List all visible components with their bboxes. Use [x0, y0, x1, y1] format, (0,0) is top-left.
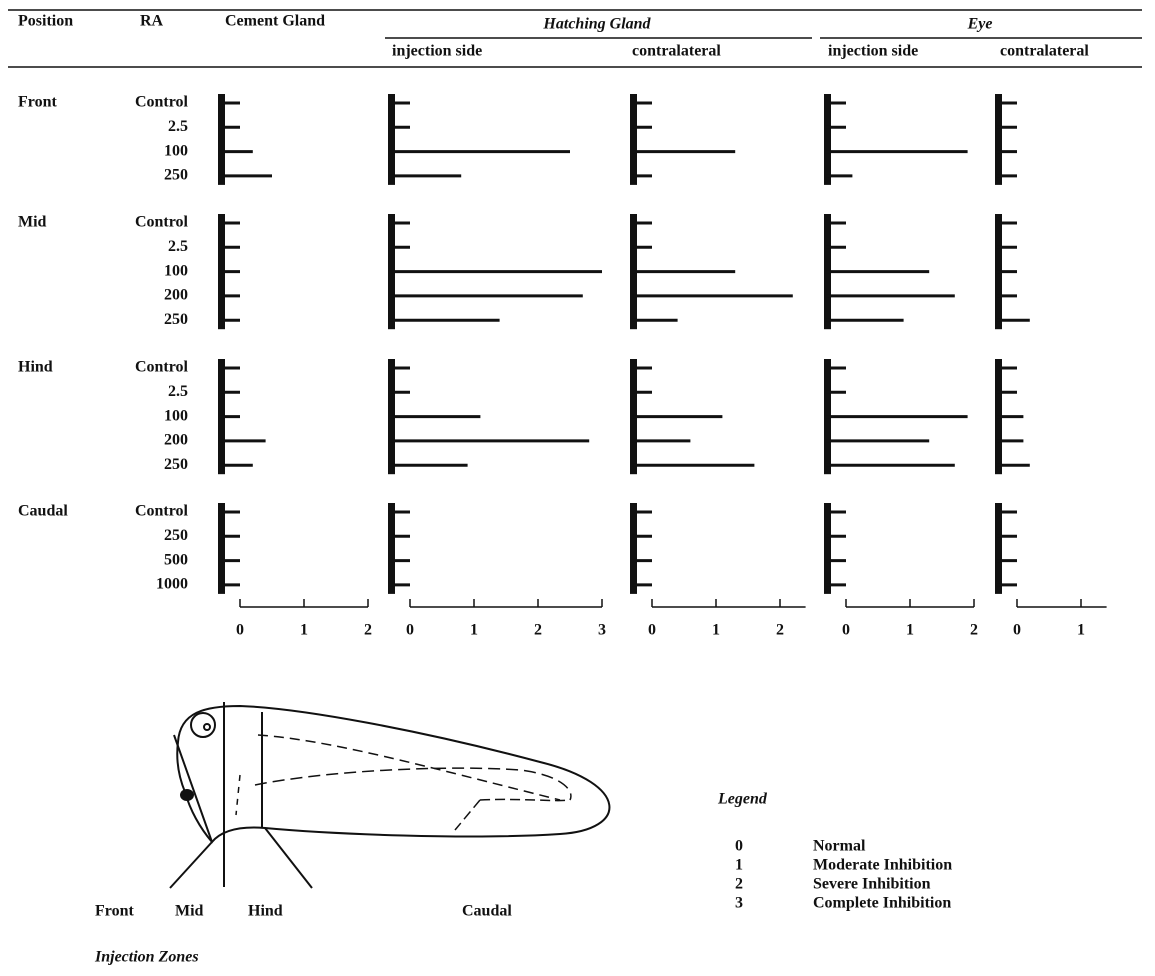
header-group: Hatching Gland [542, 16, 651, 33]
zone-label: Hind [248, 903, 283, 920]
legend-text: Severe Inhibition [813, 876, 931, 893]
dose-label: Control [135, 503, 189, 520]
baseline-bar [824, 94, 831, 185]
dose-label: 100 [164, 262, 188, 279]
dose-label: Control [135, 214, 189, 231]
dose-label: 250 [164, 527, 188, 544]
x-tick-label: 1 [470, 622, 478, 639]
dose-label: Control [135, 94, 189, 111]
tadpole-diagram [169, 702, 611, 889]
dose-label: 2.5 [168, 383, 188, 400]
zone-label: Caudal [462, 903, 512, 920]
header-rules [8, 9, 1142, 68]
x-tick-label: 2 [776, 622, 784, 639]
header-ra: RA [140, 13, 164, 30]
x-tick-label: 1 [712, 622, 720, 639]
dose-label: 500 [164, 551, 188, 568]
position-label: Caudal [18, 503, 68, 520]
zone-label: Mid [175, 903, 204, 920]
panel-title: injection side [392, 43, 482, 60]
legend-text: Moderate Inhibition [813, 857, 952, 874]
position-label: Front [18, 94, 57, 111]
dose-label: 100 [164, 407, 188, 424]
x-tick-label: 1 [300, 622, 308, 639]
x-tick-label: 2 [364, 622, 372, 639]
baseline-bar [630, 94, 637, 185]
dose-label: 200 [164, 287, 188, 304]
baseline-bar [630, 503, 637, 594]
legend-title: Legend [717, 791, 768, 808]
dose-label: 250 [164, 167, 188, 184]
dose-label: Control [135, 359, 189, 376]
panel-title: contralateral [632, 43, 721, 60]
x-tick-label: 0 [406, 622, 414, 639]
position-label: Mid [18, 214, 47, 231]
legend-code: 3 [735, 895, 743, 912]
dose-label: 1000 [156, 576, 188, 593]
baseline-bar [995, 503, 1002, 594]
diagram-caption: Injection Zones [94, 949, 199, 966]
dose-label: 200 [164, 432, 188, 449]
baseline-bar [995, 94, 1002, 185]
x-tick-label: 1 [1077, 622, 1085, 639]
x-tick-label: 1 [906, 622, 914, 639]
position-label: Hind [18, 359, 53, 376]
baseline-bar [388, 503, 395, 594]
x-tick-label: 3 [598, 622, 606, 639]
legend-code: 2 [735, 876, 743, 893]
legend-text: Normal [813, 838, 866, 855]
legend-code: 1 [735, 857, 743, 874]
mouth [180, 789, 194, 801]
dose-label: 2.5 [168, 238, 188, 255]
header-group: Eye [967, 16, 993, 33]
panel-title: injection side [828, 43, 918, 60]
x-tick-label: 2 [534, 622, 542, 639]
x-tick-label: 0 [842, 622, 850, 639]
legend-text: Complete Inhibition [813, 895, 951, 912]
header-position: Position [18, 13, 73, 30]
x-tick-label: 2 [970, 622, 978, 639]
panel-title: Cement Gland [225, 13, 325, 30]
panel-title: contralateral [1000, 43, 1089, 60]
dose-label: 2.5 [168, 118, 188, 135]
x-tick-label: 0 [648, 622, 656, 639]
legend-code: 0 [735, 838, 743, 855]
dose-label: 100 [164, 142, 188, 159]
baseline-bar [218, 503, 225, 594]
x-tick-label: 0 [1013, 622, 1021, 639]
baseline-bar [388, 94, 395, 185]
x-tick-label: 0 [236, 622, 244, 639]
dose-label: 250 [164, 311, 188, 328]
zone-label: Front [95, 903, 134, 920]
baseline-bar [218, 94, 225, 185]
baseline-bar [824, 503, 831, 594]
dose-label: 250 [164, 456, 188, 473]
